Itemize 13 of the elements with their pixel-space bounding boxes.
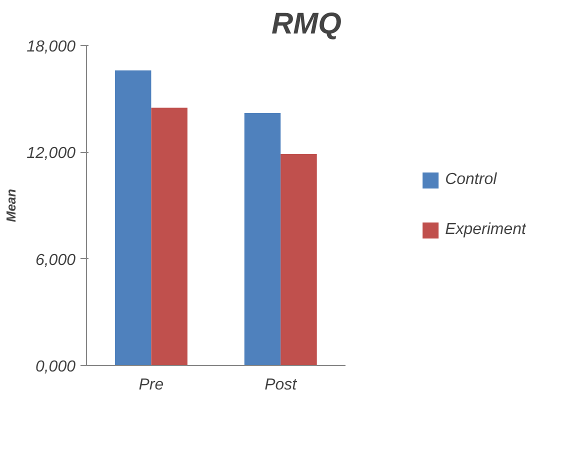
bar: [244, 113, 281, 366]
bar: [151, 108, 188, 366]
y-tick-label: 6,000: [35, 252, 76, 269]
x-tick-label: Pre: [138, 376, 164, 394]
y-tick-label: 12,000: [26, 145, 76, 162]
legend-label: Control: [445, 171, 497, 189]
y-axis-title: Mean: [4, 188, 19, 222]
y-tick-label: 0,000: [35, 358, 76, 376]
chart-title: RMQ: [272, 8, 342, 40]
bar: [114, 70, 152, 366]
x-tick-label: Post: [264, 376, 298, 394]
y-tick-label: 18,000: [26, 38, 76, 56]
bar: [280, 154, 317, 366]
